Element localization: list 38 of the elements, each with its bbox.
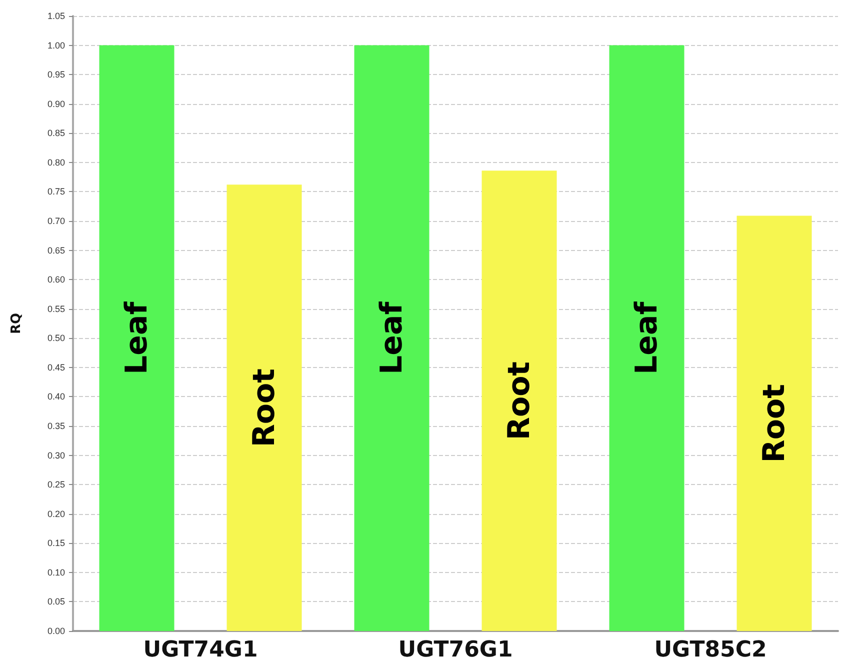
- y-tick-label: 0.35: [47, 421, 65, 431]
- bar: [226, 184, 302, 631]
- y-tick-label: 0.80: [47, 157, 65, 168]
- series-label: Root: [246, 368, 282, 448]
- y-tick-label: 0.15: [47, 538, 65, 548]
- bar: [99, 45, 174, 631]
- y-tick-label: 0.60: [47, 274, 65, 285]
- y-tick-label: 0.95: [47, 70, 65, 80]
- y-tick-label: 0.05: [47, 596, 65, 607]
- y-tick-label: 1.00: [47, 40, 65, 50]
- y-tick-label: 0.30: [47, 450, 65, 460]
- y-tick-label: 1.05: [47, 11, 65, 21]
- bar: [736, 216, 812, 631]
- text: Root: [502, 361, 537, 440]
- y-tick-label: 0.25: [47, 480, 65, 490]
- y-tick-label: 0.00: [47, 626, 65, 636]
- y-tick-label: 0.55: [47, 304, 65, 314]
- x-tick-label: UGT76G1: [398, 638, 513, 662]
- text: Root: [756, 384, 792, 463]
- y-tick-label: 0.20: [47, 508, 65, 519]
- bar: [482, 170, 557, 631]
- y-tick-label: 0.50: [47, 333, 65, 344]
- y-tick-label: 0.90: [47, 98, 65, 109]
- text: Leaf: [374, 302, 410, 375]
- y-tick-label: 0.45: [47, 362, 65, 372]
- y-tick-label: 0.70: [47, 216, 65, 226]
- bar: [354, 45, 430, 631]
- y-tick-label: 0.75: [47, 186, 65, 197]
- series-label: Leaf: [119, 300, 154, 375]
- y-tick-label: 0.85: [47, 128, 65, 138]
- y-tick-label: 0.40: [47, 392, 65, 402]
- y-tick-label: 0.65: [47, 245, 65, 256]
- x-tick-label: UGT85C2: [654, 638, 767, 662]
- x-tick-label: UGT74G1: [143, 638, 258, 662]
- y-axis-title: RQ: [9, 312, 24, 334]
- text: Leaf: [629, 302, 664, 375]
- bar: [609, 45, 684, 631]
- y-tick-label: 0.10: [47, 567, 65, 578]
